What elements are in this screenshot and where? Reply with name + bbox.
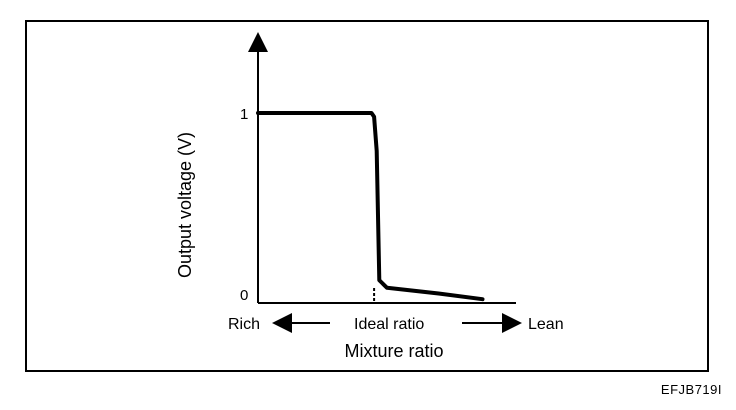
x-annotation-rich: Rich bbox=[228, 316, 260, 333]
x-annotation-ideal-ratio: Ideal ratio bbox=[354, 316, 424, 333]
figure-frame bbox=[25, 20, 709, 372]
figure-code: EFJB719I bbox=[660, 382, 722, 397]
y-tick-label-1: 1 bbox=[240, 106, 248, 123]
y-axis-label: Output voltage (V) bbox=[175, 132, 195, 278]
x-annotation-lean: Lean bbox=[528, 316, 564, 333]
y-tick-label-0: 0 bbox=[240, 287, 248, 304]
series-line bbox=[256, 111, 485, 302]
x-axis-label: Mixture ratio bbox=[344, 341, 443, 361]
